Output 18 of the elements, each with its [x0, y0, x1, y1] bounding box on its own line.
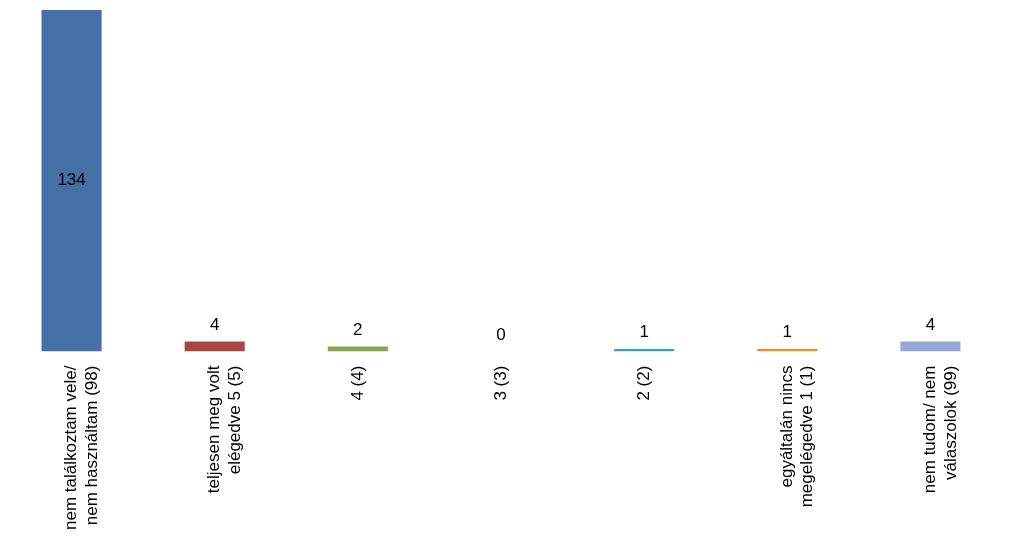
data-label: 4 [925, 314, 936, 334]
data-label: 1 [639, 322, 649, 342]
data-label: 2 [353, 319, 363, 339]
x-tick-label: nem találkoztam vele/ nem használtam (98) [61, 365, 101, 530]
data-label: 134 [57, 170, 86, 190]
data-label: 4 [209, 314, 220, 334]
bar [900, 341, 961, 352]
x-tick-label: 4 (4) [347, 365, 367, 401]
x-tick-label: nem tudom/ nem válaszolok (99) [920, 365, 960, 494]
x-tick-label: 2 (2) [633, 365, 653, 401]
x-tick-label: 3 (3) [490, 365, 510, 401]
data-label: 0 [496, 324, 506, 344]
x-tick-label: egyáltalán nincs megelégedve 1 (1) [776, 365, 817, 508]
bar [184, 341, 245, 352]
bar [327, 346, 388, 352]
x-tick-label: teljesen meg volt elégedve 5 (5) [204, 365, 244, 494]
data-label: 1 [782, 322, 793, 342]
bar [41, 10, 102, 352]
